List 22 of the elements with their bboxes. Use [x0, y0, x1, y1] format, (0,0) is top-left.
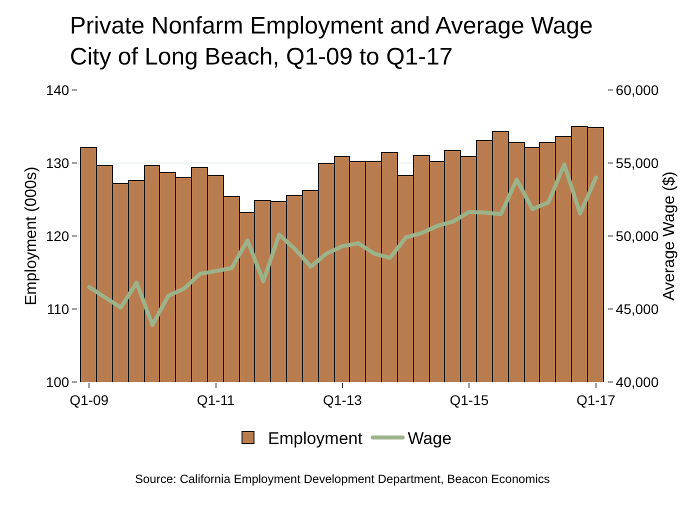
- x-tick-label: Q1-09: [70, 392, 109, 408]
- x-tick-label: Q1-13: [323, 392, 362, 408]
- y-tick-label: 130: [46, 154, 70, 171]
- legend-label: Employment: [268, 429, 363, 448]
- y-tick-label: 140: [46, 82, 70, 98]
- x-tick-label: Q1-15: [450, 392, 489, 408]
- y-tick-label: 110: [46, 300, 70, 317]
- y2-axis-title: Average Wage ($): [660, 172, 678, 300]
- y2-tick-label: 60,000: [616, 82, 659, 98]
- x-tick-label: Q1-11: [196, 392, 235, 408]
- y-tick-label: 100: [46, 374, 70, 390]
- y2-tick-label: 45,000: [616, 300, 659, 317]
- source-note: Source: California Employment Development Department, Beacon Economics: [135, 472, 550, 486]
- legend-label: Wage: [408, 429, 452, 448]
- y2-tick-label: 40,000: [616, 374, 659, 390]
- y2-tick-label: 55,000: [616, 154, 659, 171]
- y2-tick-label: 50,000: [616, 228, 659, 244]
- chart-title: Private Nonfarm Employment and Average Wage City of Long Beach, Q1-09 to Q1-17: [70, 12, 593, 70]
- y-tick-label: 120: [46, 228, 70, 244]
- line-series: [87, 162, 598, 328]
- y-axis-title: Employment (000s): [23, 166, 40, 306]
- x-tick-label: Q1-17: [576, 392, 616, 408]
